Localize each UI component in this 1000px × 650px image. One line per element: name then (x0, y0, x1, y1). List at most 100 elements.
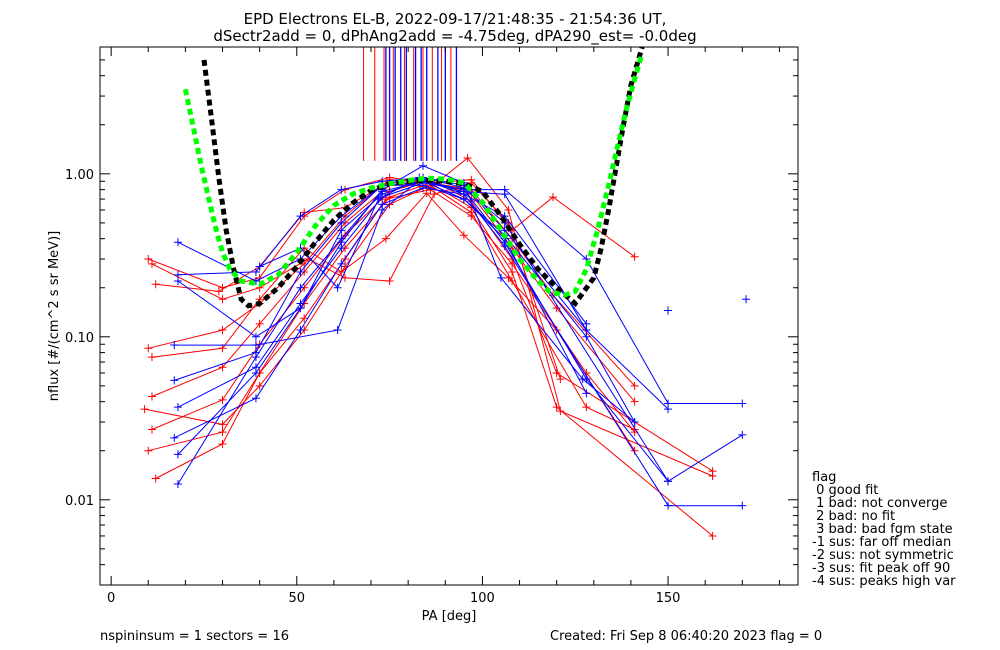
data-point (381, 234, 390, 243)
series-line-red (144, 184, 635, 430)
x-tick-label: 150 (656, 591, 681, 606)
chart-title-line-2: dSectr2add = 0, dPhAng2add = -4.75deg, d… (213, 27, 696, 46)
data-point (459, 195, 468, 204)
data-point (385, 276, 394, 285)
fit-curve-black (201, 47, 645, 309)
data-point (467, 212, 476, 221)
data-point (173, 276, 182, 285)
legend-entry: -3 sus: fit peak off 90 (812, 561, 950, 576)
data-point (422, 189, 431, 198)
data-point (337, 267, 346, 276)
data-point (173, 479, 182, 488)
data-point (218, 295, 227, 304)
data-point (170, 376, 179, 385)
data-point (738, 430, 747, 439)
data-point (144, 255, 153, 264)
data-point (630, 381, 639, 390)
data-point (500, 242, 509, 251)
data-point (500, 190, 509, 199)
data-point (664, 501, 673, 510)
data-point (170, 341, 179, 350)
data-point (556, 375, 565, 384)
plot-frame (99, 46, 799, 586)
data-point (296, 267, 305, 276)
x-tick-label: 50 (289, 591, 306, 606)
legend-entry: 2 bad: no fit (812, 509, 895, 524)
data-point (218, 363, 227, 372)
data-point (430, 190, 439, 199)
data-point (374, 195, 383, 204)
data-point (251, 353, 260, 362)
flag-legend: flag 0 good fit 1 bad: not converge 2 ba… (812, 470, 956, 589)
data-point (337, 238, 346, 247)
y-tick-label: 0.01 (65, 494, 94, 509)
series-line-blue (177, 176, 669, 410)
data-point (255, 381, 264, 390)
fit-curves (182, 47, 645, 309)
legend-entry: -4 sus: peaks high var (812, 574, 956, 589)
legend-title: flag (812, 470, 836, 485)
data-point (508, 267, 517, 276)
axis-ticks: 0 50 100 150 0.01 0.10 1.00 (65, 46, 798, 606)
data-point (144, 446, 153, 455)
series-line-blue (177, 180, 743, 404)
footer-left: nspininsum = 1 sectors = 16 (100, 629, 289, 644)
data-point (548, 193, 557, 202)
data-point (255, 319, 264, 328)
data-point (630, 418, 639, 427)
data-point (459, 231, 468, 240)
data-point (419, 161, 428, 170)
data-point (251, 368, 260, 377)
data-point (556, 407, 565, 416)
data-point (504, 273, 513, 282)
y-tick-label: 1.00 (65, 168, 94, 183)
data-point (251, 332, 260, 341)
data-point (251, 341, 260, 350)
data-point (144, 344, 153, 353)
data-point (147, 392, 156, 401)
legend-entry: -1 sus: far off median (812, 535, 951, 550)
footer-right: Created: Fri Sep 8 06:40:20 2023 flag = … (550, 629, 822, 644)
series-line-red (155, 182, 713, 537)
legend-entry: -2 sus: not symmetric (812, 548, 954, 563)
data-point (664, 477, 673, 486)
data-point (333, 283, 342, 292)
data-point (578, 375, 587, 384)
data-point (508, 259, 517, 268)
data-point (738, 501, 747, 510)
data-point (173, 450, 182, 459)
data-series (140, 154, 751, 540)
data-point (218, 326, 227, 335)
x-axis-label: PA [deg] (422, 609, 477, 624)
data-point (151, 474, 160, 483)
series-line-blue (174, 187, 743, 507)
data-point (378, 205, 387, 214)
data-point (582, 389, 591, 398)
series-line-red (155, 157, 713, 477)
data-point (300, 314, 309, 323)
data-point (630, 397, 639, 406)
data-point (218, 344, 227, 353)
data-point (337, 226, 346, 235)
data-point (708, 531, 717, 540)
data-point (630, 252, 639, 261)
data-point (504, 205, 513, 214)
data-point (582, 403, 591, 412)
series-line-blue (177, 180, 636, 485)
data-point (463, 154, 472, 163)
data-point (582, 326, 591, 335)
data-point (151, 280, 160, 289)
data-point (251, 267, 260, 276)
data-point (552, 368, 561, 377)
data-point (738, 399, 747, 408)
data-point (255, 262, 264, 271)
data-point (496, 273, 505, 282)
data-point (173, 403, 182, 412)
series-line-blue (177, 165, 635, 455)
x-tick-label: 0 (107, 591, 115, 606)
data-point (251, 394, 260, 403)
data-point (170, 433, 179, 442)
data-point (337, 218, 346, 227)
data-point (140, 405, 149, 414)
